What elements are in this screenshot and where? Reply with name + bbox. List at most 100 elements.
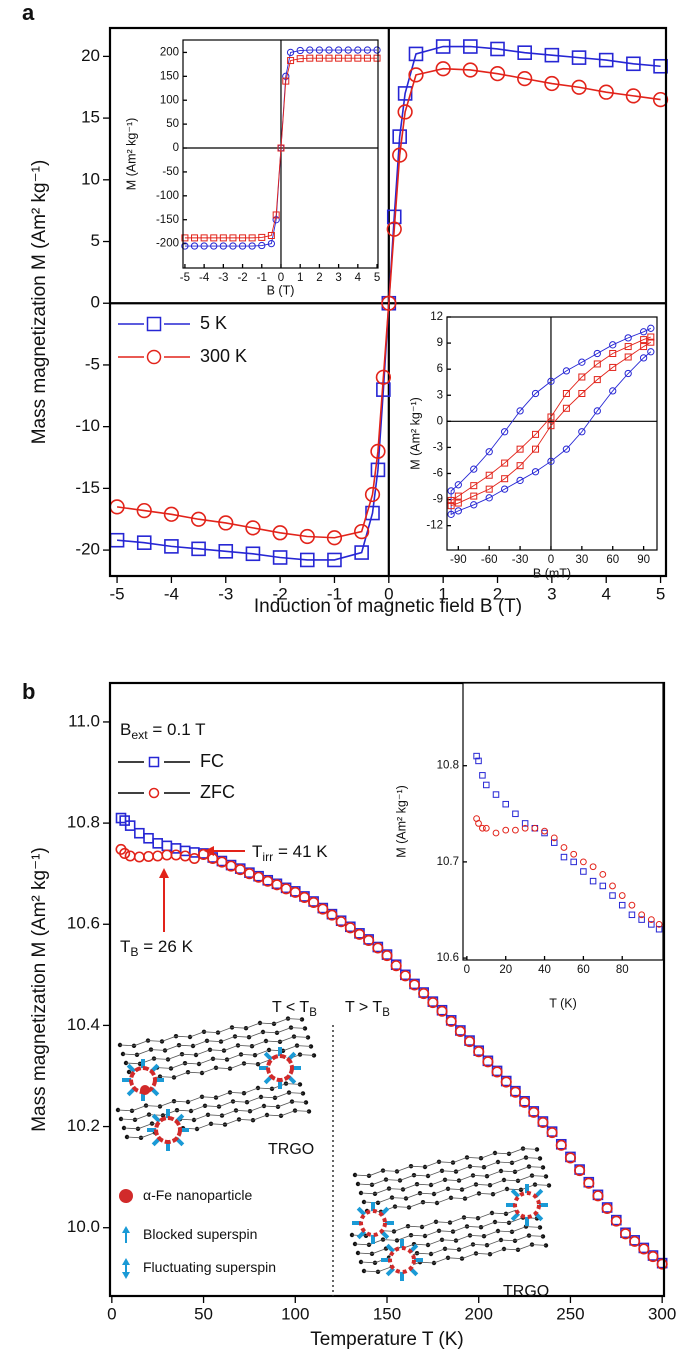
annotation: T > TB — [345, 999, 390, 1019]
x-axis-title: Induction of magnetic field B (T) — [254, 596, 522, 617]
circle-marker — [317, 903, 329, 915]
carbon-atom — [537, 1225, 543, 1230]
square-marker — [447, 502, 455, 510]
circle-marker — [354, 46, 362, 54]
square-marker — [470, 492, 478, 500]
x-tick-label: 300 — [648, 1304, 676, 1323]
circle-marker — [528, 1106, 540, 1118]
circle-marker — [306, 46, 314, 54]
square-marker — [134, 827, 145, 839]
circle-marker — [373, 46, 381, 54]
square-marker — [373, 54, 381, 62]
y-tick-label: -50 — [162, 166, 179, 178]
x-axis-title: Temperature T (K) — [310, 1329, 463, 1350]
circle-marker — [238, 242, 247, 250]
circle-marker — [562, 367, 571, 375]
circle-marker — [560, 844, 568, 851]
circle-marker — [593, 349, 601, 358]
carbon-atom — [534, 1147, 540, 1152]
square-marker — [624, 353, 632, 361]
square-marker — [344, 54, 352, 62]
annotation: Fluctuating superspin — [143, 1259, 276, 1275]
circle-marker — [652, 91, 669, 108]
illustration-layer — [115, 1016, 552, 1281]
circle-marker — [574, 1165, 586, 1177]
circle-marker — [267, 239, 276, 248]
square-marker — [161, 840, 173, 852]
circle-marker — [386, 221, 402, 237]
circle-marker — [447, 510, 455, 519]
circle-marker — [485, 494, 493, 502]
circle-marker — [344, 46, 352, 54]
y-axis-title: Mass magnetization M (Am² kg⁻¹) — [29, 847, 50, 1132]
annotation-subscript: ext — [131, 728, 148, 742]
circle-marker — [531, 468, 540, 476]
y-tick-label: 10.8 — [67, 813, 100, 832]
circle-marker — [445, 1015, 457, 1027]
carbon-atom — [306, 1109, 312, 1114]
square-marker — [296, 55, 304, 63]
circle-marker — [344, 922, 356, 934]
circle-marker — [610, 1215, 622, 1227]
graphene-row — [122, 1027, 306, 1056]
inset-chart: 0 20 40 60 80 10.6 10.7 10.8 T (K) M (Am² kg⁻¹) — [394, 682, 664, 1010]
nanoparticle-icon — [119, 1189, 133, 1203]
circle-marker — [454, 481, 462, 489]
circle-marker — [370, 443, 386, 459]
circle-marker — [464, 1036, 476, 1048]
square-marker — [640, 336, 648, 344]
square-marker — [598, 52, 614, 68]
square-marker — [315, 54, 323, 62]
x-tick-label: 2 — [316, 272, 322, 284]
square-marker — [593, 376, 601, 384]
circle-marker — [280, 883, 292, 895]
circle-marker — [124, 850, 136, 862]
square-marker — [624, 343, 632, 351]
y-tick-label: 10 — [81, 169, 100, 188]
square-marker — [547, 422, 555, 430]
circle-marker — [571, 79, 587, 95]
square-marker — [609, 350, 617, 358]
circle-marker — [408, 67, 424, 83]
square-marker — [521, 820, 529, 827]
circle-marker — [326, 909, 338, 921]
circle-marker — [229, 242, 237, 250]
x-tick-label: -1 — [327, 584, 342, 603]
y-tick-label: -12 — [426, 520, 443, 532]
circle-marker — [482, 824, 490, 832]
y-tick-label: 10.4 — [67, 1015, 100, 1034]
circle-marker — [390, 960, 402, 972]
y-tick-label: 10.7 — [437, 856, 459, 868]
nanoparticle — [154, 1116, 182, 1144]
circle-marker — [216, 856, 228, 868]
circle-marker — [624, 334, 632, 342]
annotation-text: T < T — [272, 999, 309, 1016]
nanoparticle — [388, 1246, 416, 1274]
square-marker — [258, 233, 266, 241]
circle-marker — [479, 824, 486, 832]
circle-marker — [516, 476, 524, 485]
y-tick-label: 10.6 — [437, 952, 459, 964]
square-marker — [547, 413, 555, 421]
inset-chart: -5 -4 -3 -2 -1 0 1 2 3 4 5 -200 -150 -100 -50 0 50 100 150… — [124, 39, 381, 297]
x-tick-label: 150 — [373, 1304, 401, 1323]
x-axis-title: B (mT) — [533, 566, 571, 580]
annotation: TRGO — [503, 1283, 549, 1300]
circle-marker — [225, 860, 237, 872]
circle-marker — [470, 465, 478, 473]
square-marker — [501, 459, 509, 467]
circle-marker — [363, 46, 372, 54]
circle-marker — [258, 241, 266, 250]
x-tick-label: -90 — [450, 554, 467, 566]
circle-marker — [470, 501, 478, 509]
circle-marker — [119, 847, 131, 859]
circle-marker — [624, 369, 632, 378]
carbon-atom — [540, 1165, 546, 1170]
x-tick-label: -3 — [218, 272, 228, 284]
chart: 0 50 100 150 200 250 30010.010.210.410.610.811… — [22, 679, 676, 1350]
y-tick-label: 0 — [173, 142, 179, 154]
square-marker — [454, 499, 462, 507]
square-marker — [532, 445, 540, 453]
